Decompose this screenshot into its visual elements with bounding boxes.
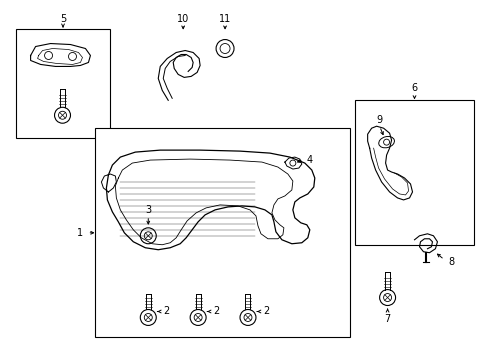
Text: 1: 1 — [77, 228, 83, 238]
Text: 4: 4 — [306, 155, 312, 165]
Bar — [95, 128, 349, 337]
Text: 9: 9 — [376, 115, 382, 125]
Bar — [354, 100, 473, 245]
Text: 8: 8 — [447, 257, 453, 267]
Text: 2: 2 — [262, 306, 268, 316]
Text: 2: 2 — [163, 306, 169, 316]
Text: 10: 10 — [177, 14, 189, 24]
Text: 11: 11 — [219, 14, 231, 24]
Text: 5: 5 — [60, 14, 66, 24]
Text: 6: 6 — [410, 84, 417, 93]
Text: 7: 7 — [384, 314, 390, 324]
Bar — [16, 28, 110, 138]
Text: 2: 2 — [212, 306, 219, 316]
Text: 3: 3 — [145, 205, 151, 215]
